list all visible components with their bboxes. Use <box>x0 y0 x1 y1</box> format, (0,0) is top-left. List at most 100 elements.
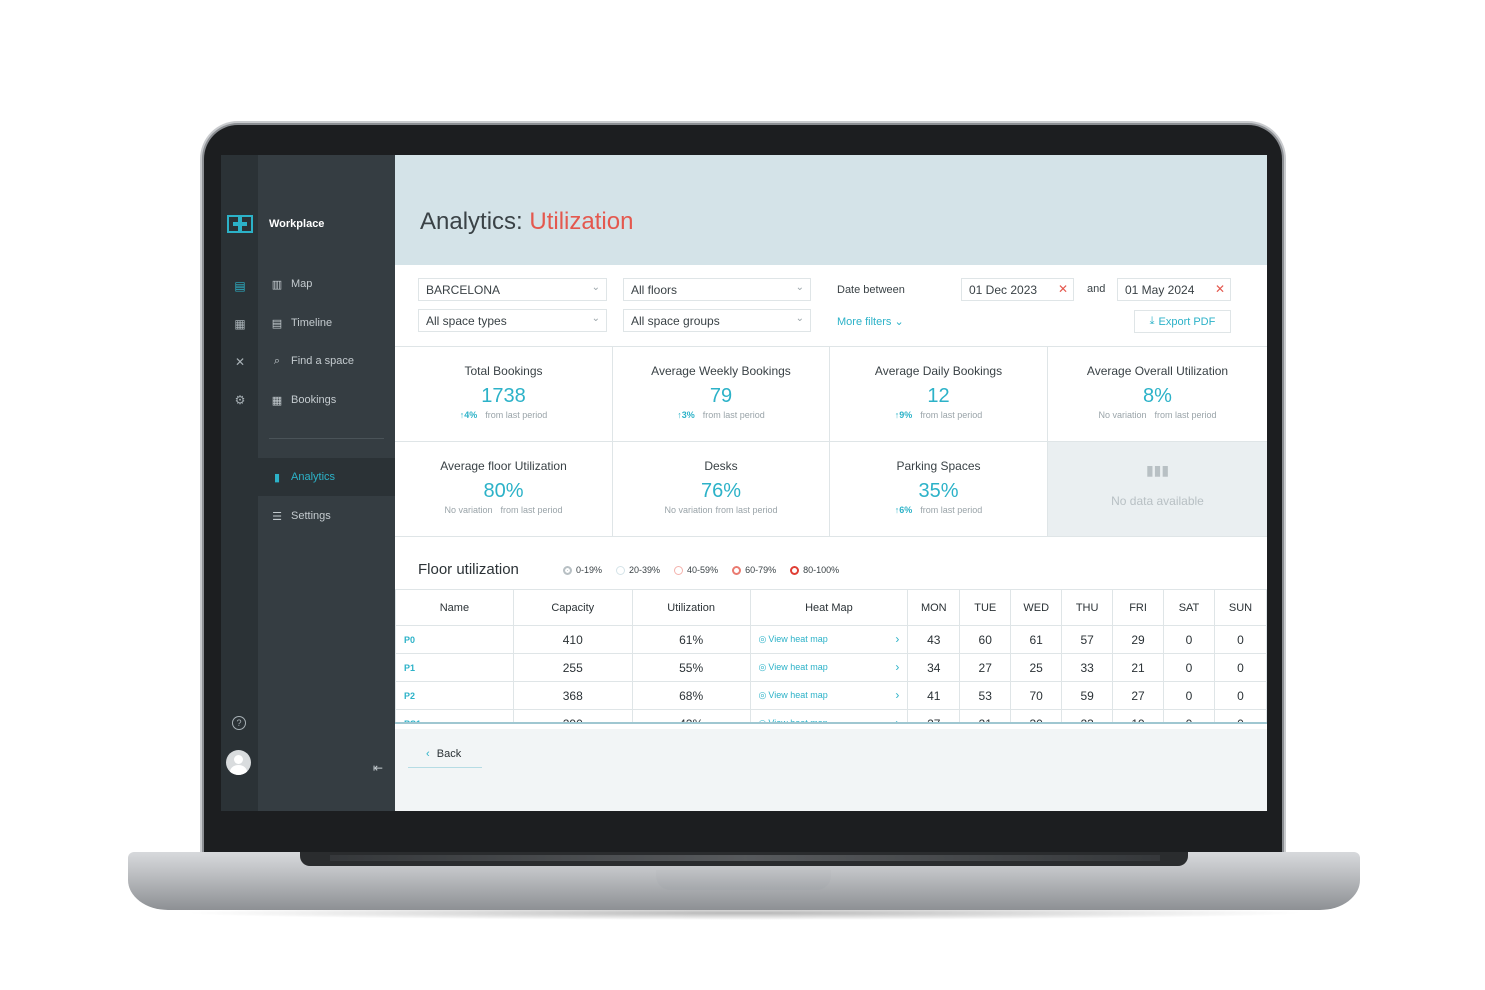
day-cell: 29 <box>1112 625 1165 654</box>
arrow-up-icon: ↑9% <box>894 410 913 420</box>
floor-name-link[interactable]: P1 <box>395 653 514 682</box>
back-button[interactable]: ‹ Back <box>408 744 482 768</box>
legend-item[interactable]: 20-39% <box>616 565 660 575</box>
view-heat-map-link[interactable]: ◎ View heat map › <box>749 653 909 682</box>
day-cell: 0 <box>1213 709 1267 722</box>
help-icon[interactable]: ? <box>232 716 246 730</box>
sidebar-item-label: Analytics <box>291 471 336 483</box>
gear-icon[interactable]: ⚙ <box>234 393 246 407</box>
page-header: Analytics: Utilization <box>395 155 1267 265</box>
more-filters-link[interactable]: More filters ⌄ <box>837 315 904 328</box>
view-heat-map-link[interactable]: ◎ View heat map › <box>749 709 909 724</box>
collapse-sidebar-icon[interactable]: ⇤ <box>373 761 384 775</box>
date-from-value: 01 Dec 2023 <box>969 283 1038 297</box>
sidebar-item-map[interactable]: ▥ Map <box>258 265 395 303</box>
kpi-change: ↑4% from last period <box>459 410 548 420</box>
space-types-select[interactable]: All space types ⌄ <box>418 309 607 332</box>
day-cell: 30 <box>1010 709 1063 722</box>
day-cell: 0 <box>1163 625 1215 654</box>
view-heat-map-link[interactable]: ◎ View heat map › <box>749 625 909 654</box>
sidebar-item-find-a-space[interactable]: ⌕ Find a space <box>258 342 395 380</box>
floor-table-container[interactable]: Name Capacity Utilization Heat Map MON T… <box>395 589 1267 724</box>
clear-date-to-icon[interactable]: ✕ <box>1214 282 1225 296</box>
floors-select-value: All floors <box>631 283 678 297</box>
map-icon: ▥ <box>271 278 283 291</box>
column-header[interactable]: SAT <box>1163 589 1215 626</box>
chevron-right-icon: › <box>895 716 900 724</box>
kpi-change: No variation from last period <box>444 505 563 515</box>
kpi-change: ↑6% from last period <box>894 505 983 515</box>
legend-item[interactable]: 0-19% <box>563 565 602 575</box>
page-title: Analytics: Utilization <box>420 208 633 236</box>
table-row: P1 255 55% ◎ View heat map › 34 27 25 33 21 0 0 <box>395 653 1267 682</box>
section-title: Floor utilization <box>418 561 519 578</box>
day-cell: 43 <box>907 625 961 654</box>
app-screen: ▤ ▦ ✕ ⚙ ? Workplace ▥ Map ▤ Timeline ⌕ F… <box>221 155 1267 811</box>
day-cell: 57 <box>1061 625 1114 654</box>
column-header[interactable]: FRI <box>1112 589 1165 626</box>
legend-item[interactable]: 40-59% <box>674 565 718 575</box>
day-cell: 21 <box>1112 653 1165 682</box>
column-header[interactable]: Utilization <box>631 589 751 626</box>
day-cell: 27 <box>907 709 961 722</box>
heat-map-label: View heat map <box>768 690 828 700</box>
calendar-icon[interactable]: ▦ <box>234 317 246 331</box>
column-header[interactable]: Name <box>395 589 514 626</box>
view-heat-map-link[interactable]: ◎ View heat map › <box>749 681 909 710</box>
date-from-input[interactable]: 01 Dec 2023 ✕ <box>961 278 1074 301</box>
day-cell: 61 <box>1010 625 1063 654</box>
page-footer <box>395 729 1267 811</box>
page-title-accent: Utilization <box>529 208 634 235</box>
arrow-up-icon: ↑3% <box>677 410 695 420</box>
legend-dot <box>732 565 742 575</box>
bookings-icon: ▦ <box>271 394 283 407</box>
chevron-left-icon: ‹ <box>426 748 430 760</box>
kpi-card: Parking Spaces 35% ↑6% from last period <box>830 442 1048 537</box>
floor-name-link[interactable]: P2 <box>395 681 514 710</box>
kpi-card: Total Bookings 1738 ↑4% from last period <box>395 347 613 442</box>
table-row: PS1 290 42% ◎ View heat map › 27 21 30 23 19 0 0 <box>395 709 1267 724</box>
sidebar-item-settings[interactable]: ☰ Settings <box>258 497 395 535</box>
floor-name-link[interactable]: PS1 <box>395 709 514 722</box>
back-label: Back <box>436 748 462 760</box>
day-cell: 41 <box>907 681 961 710</box>
avatar[interactable] <box>226 750 251 775</box>
legend-item[interactable]: 60-79% <box>732 565 776 575</box>
sidebar-item-analytics[interactable]: ▮ Analytics <box>258 458 395 496</box>
column-header[interactable]: WED <box>1010 589 1063 626</box>
capacity-cell: 368 <box>512 681 633 710</box>
column-header[interactable]: TUE <box>959 589 1012 626</box>
kpi-title: Average Daily Bookings <box>874 364 1003 378</box>
legend-dot <box>563 565 572 575</box>
heat-map-label: View heat map <box>768 662 828 672</box>
timeline-icon: ▤ <box>271 317 283 330</box>
legend-item[interactable]: 80-100% <box>790 565 839 575</box>
location-select[interactable]: BARCELONA ⌄ <box>418 278 607 301</box>
floors-select[interactable]: All floors ⌄ <box>623 278 811 301</box>
tools-icon[interactable]: ✕ <box>234 355 246 369</box>
kpi-change: ↑9% from last period <box>894 410 983 420</box>
day-cell: 0 <box>1213 653 1267 682</box>
column-header[interactable]: THU <box>1061 589 1114 626</box>
kpi-title: Average floor Utilization <box>440 459 567 473</box>
floor-name-link[interactable]: P0 <box>395 625 514 654</box>
export-pdf-button[interactable]: ⤓ Export PDF <box>1134 310 1231 333</box>
kpi-card: Desks 76% No variation from last period <box>613 442 830 537</box>
sliders-icon: ☰ <box>272 510 282 523</box>
sidebar-item-timeline[interactable]: ▤ Timeline <box>258 304 395 342</box>
target-icon: ◎ <box>758 634 767 644</box>
date-to-input[interactable]: 01 May 2024 ✕ <box>1117 278 1231 301</box>
target-icon: ◎ <box>758 690 767 700</box>
column-header[interactable]: MON <box>907 589 961 626</box>
column-header[interactable]: Heat Map <box>749 589 909 626</box>
building-icon[interactable]: ▤ <box>234 279 246 293</box>
day-cell: 0 <box>1163 681 1215 710</box>
kpi-card: Average Daily Bookings 12 ↑9% from last p… <box>830 347 1048 442</box>
chevron-right-icon: › <box>895 632 900 646</box>
utilization-cell: 55% <box>631 653 751 682</box>
clear-date-from-icon[interactable]: ✕ <box>1057 282 1068 296</box>
column-header[interactable]: SUN <box>1213 589 1267 626</box>
sidebar-item-bookings[interactable]: ▦ Bookings <box>258 381 395 419</box>
column-header[interactable]: Capacity <box>512 589 633 626</box>
space-groups-select[interactable]: All space groups ⌄ <box>623 309 811 332</box>
